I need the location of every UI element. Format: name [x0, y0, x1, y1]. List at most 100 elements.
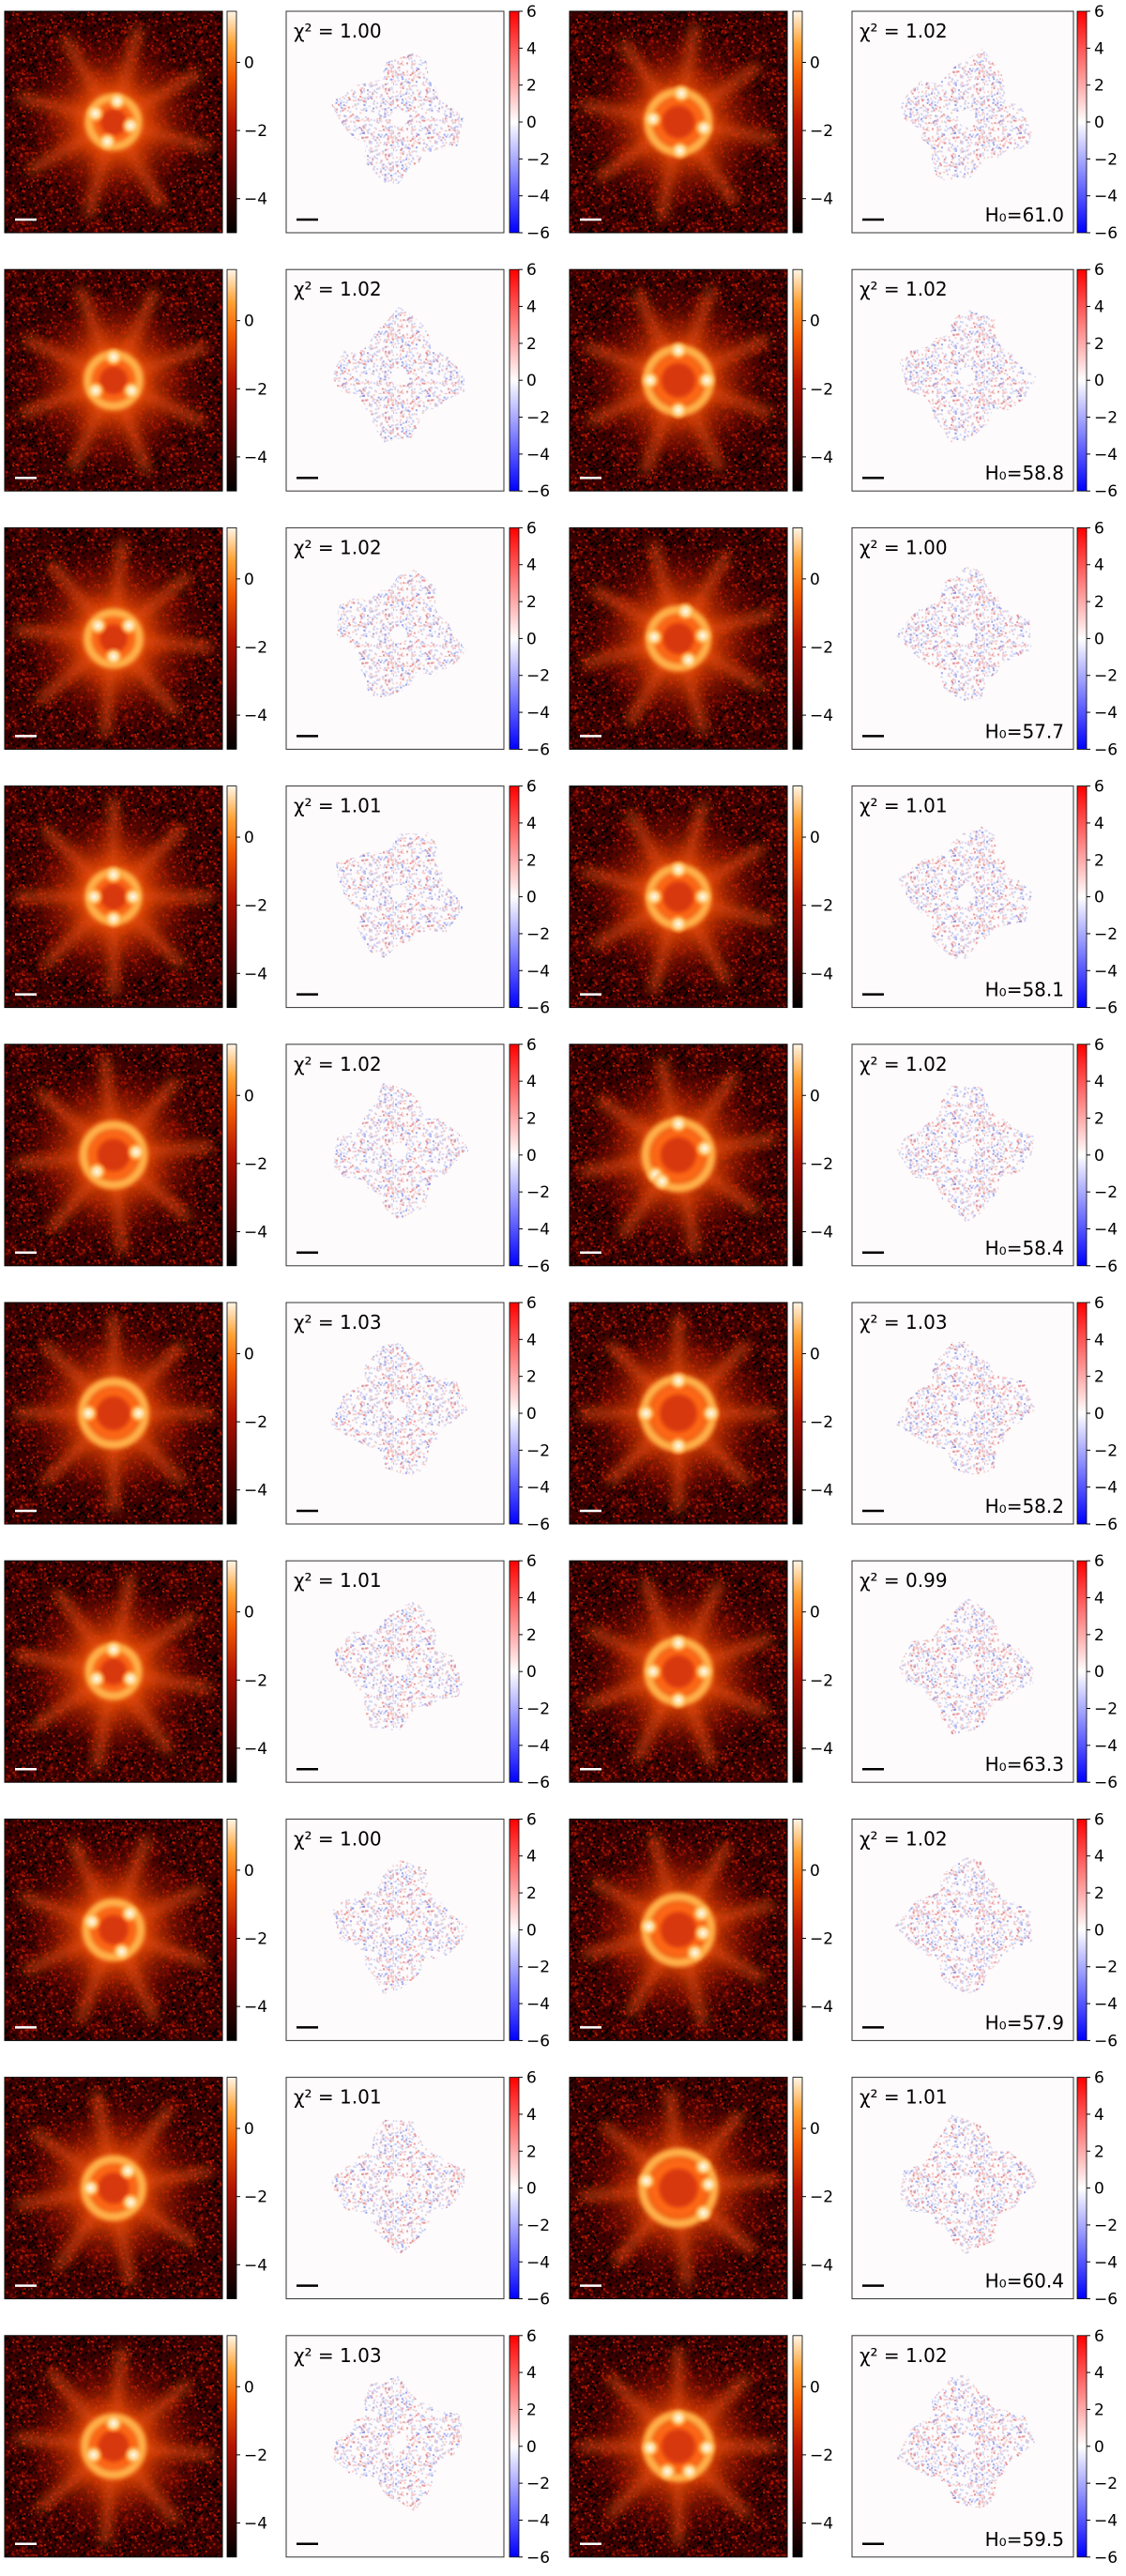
colorbar-tick-label: 0: [1094, 2438, 1104, 2457]
panel-frame: [569, 526, 788, 750]
residual-colorbar: [1076, 785, 1088, 1008]
colorbar-tick-label: 0: [244, 571, 254, 589]
colorbar-tick-label: 4: [526, 2106, 537, 2125]
colorbar-tick-label: 0: [810, 1345, 820, 1364]
ring-center: [96, 1395, 131, 1431]
colorbar-tick-label: 0: [526, 114, 537, 132]
panel-frame: [851, 1818, 1074, 2041]
colorbar-tick-label: 6: [526, 261, 537, 280]
lensed-image-spot: [668, 400, 689, 421]
colorbar-tick-label: 2: [526, 2401, 537, 2419]
lensed-image-spot: [78, 1403, 99, 1424]
colorbar-tick-label: 0: [810, 1087, 820, 1105]
panel-frame: [851, 526, 1074, 750]
colorbar-tick-label: −2: [1094, 667, 1118, 686]
colorbar-tick-label: −4: [244, 191, 267, 209]
colorbar-tick-label: 2: [1094, 1626, 1104, 1645]
colorbar-tick-label: −2: [1094, 2475, 1118, 2493]
image-colorbar: [226, 785, 237, 1008]
colorbar-tick-label: 4: [1094, 556, 1104, 575]
chi2-label: χ² = 1.02: [860, 278, 948, 300]
image-panel-right: 0 −2 −4: [569, 2077, 833, 2300]
lensed-image-spot: [668, 2407, 689, 2429]
residual-colorbar: [509, 527, 520, 750]
colorbar-tick-label: 0: [1094, 1147, 1104, 1166]
panel-frame: [569, 2335, 788, 2558]
colorbar-tick-label: 0: [244, 1604, 254, 1623]
residual-colorbar: [1076, 268, 1088, 492]
h0-label: H₀=61.0: [985, 204, 1064, 226]
colorbar-tick-label: −2: [810, 897, 833, 916]
colorbar-tick-label: 0: [810, 829, 820, 847]
lensed-image-spot: [693, 1661, 715, 1683]
colorbar-tick-label: −2: [810, 122, 833, 141]
residual-mask-hole: [390, 368, 407, 386]
colorbar-tick-label: 4: [1094, 1848, 1104, 1867]
residual-mask-hole: [958, 2175, 975, 2193]
colorbar-tick-label: 6: [1094, 2327, 1104, 2346]
colorbar-tick-label: −2: [1094, 1959, 1118, 1977]
image-colorbar: [226, 1044, 237, 1267]
colorbar-tick-label: −2: [810, 638, 833, 657]
figure-row-2: 0 −2 −4 χ² = 1.02 6 4 2 0 −2 −4 −6 0 −2 −4 χ² = 1.02 H₀…: [4, 261, 1118, 501]
colorbar-tick-label: 6: [1094, 3, 1104, 22]
h0-label: H₀=59.5: [985, 2528, 1064, 2551]
colorbar-tick-label: 2: [526, 1109, 537, 1128]
chi2-label: χ² = 1.02: [294, 1053, 382, 1075]
colorbar-tick-label: 6: [1094, 1294, 1104, 1313]
colorbar-tick-label: 0: [244, 312, 254, 331]
colorbar-tick-label: −4: [526, 2253, 550, 2272]
colorbar-tick-label: 6: [526, 1810, 537, 1829]
lensed-image: [5, 2077, 222, 2299]
residual-panel-right: χ² = 1.02 H₀=58.8 6 4 2 0 −2 −4 −6: [851, 261, 1118, 501]
lensed-image-spot: [106, 90, 128, 112]
colorbar-tick-label: 0: [526, 2438, 537, 2457]
image-colorbar: [792, 2335, 803, 2558]
residual-panel-left: χ² = 1.02 6 4 2 0 −2 −4 −6: [285, 1036, 550, 1276]
lensed-image-spot: [692, 2156, 714, 2177]
colorbar-tick-label: −4: [244, 707, 267, 725]
colorbar-tick-label: −6: [526, 2291, 550, 2309]
lensed-image-spot: [642, 1661, 663, 1683]
lensed-image-spot: [118, 615, 140, 636]
colorbar-tick-label: −4: [810, 965, 833, 983]
lensed-image-spot: [117, 2160, 139, 2182]
colorbar-tick-label: 6: [1094, 261, 1104, 280]
colorbar-tick-label: −6: [526, 740, 550, 759]
colorbar-tick-label: −4: [1094, 1995, 1118, 2014]
ring-center: [660, 1136, 697, 1174]
image-colorbar: [792, 268, 803, 492]
ring-center: [98, 2431, 129, 2462]
ring-center: [659, 1394, 698, 1433]
panel-frame: [285, 1818, 505, 2041]
colorbar-tick-label: −2: [1094, 150, 1118, 169]
ring-center: [662, 105, 695, 139]
lensed-image-spot: [85, 1669, 107, 1689]
lensed-image-spot: [651, 1170, 673, 1192]
colorbar-tick-label: −2: [526, 925, 550, 944]
colorbar-tick-label: −2: [1094, 1441, 1118, 1460]
chi2-label: χ² = 1.03: [294, 1311, 382, 1334]
colorbar-tick-label: −2: [526, 667, 550, 686]
lensed-image-spot: [684, 1942, 706, 1963]
colorbar-tick-label: −2: [526, 1183, 550, 1202]
colorbar-tick-label: 2: [1094, 1109, 1104, 1128]
image-colorbar: [792, 1819, 803, 2041]
residual-colorbar: [1076, 527, 1088, 750]
colorbar-tick-label: −2: [244, 1671, 267, 1690]
image-panel-left: 0 −2 −4: [4, 1560, 267, 1783]
residual-panel-right: χ² = 1.02 H₀=59.5 6 4 2 0 −2 −4 −6: [851, 2327, 1118, 2568]
residual-panel-right: χ² = 1.01 H₀=58.1 6 4 2 0 −2 −4 −6: [851, 778, 1118, 1018]
colorbar-tick-label: −4: [810, 1482, 833, 1501]
lensed-image: [570, 2077, 787, 2299]
lensed-image-spot: [635, 2171, 657, 2191]
colorbar-tick-label: −2: [244, 122, 267, 141]
panel-frame: [569, 10, 788, 234]
panel-frame: [569, 785, 788, 1009]
panel-frame: [4, 10, 223, 234]
colorbar-tick-label: −2: [810, 1929, 833, 1948]
colorbar-tick-label: 4: [1094, 815, 1104, 833]
residual-panel-left: χ² = 1.01 6 4 2 0 −2 −4 −6: [285, 778, 550, 1018]
lensed-image-spot: [120, 114, 142, 136]
